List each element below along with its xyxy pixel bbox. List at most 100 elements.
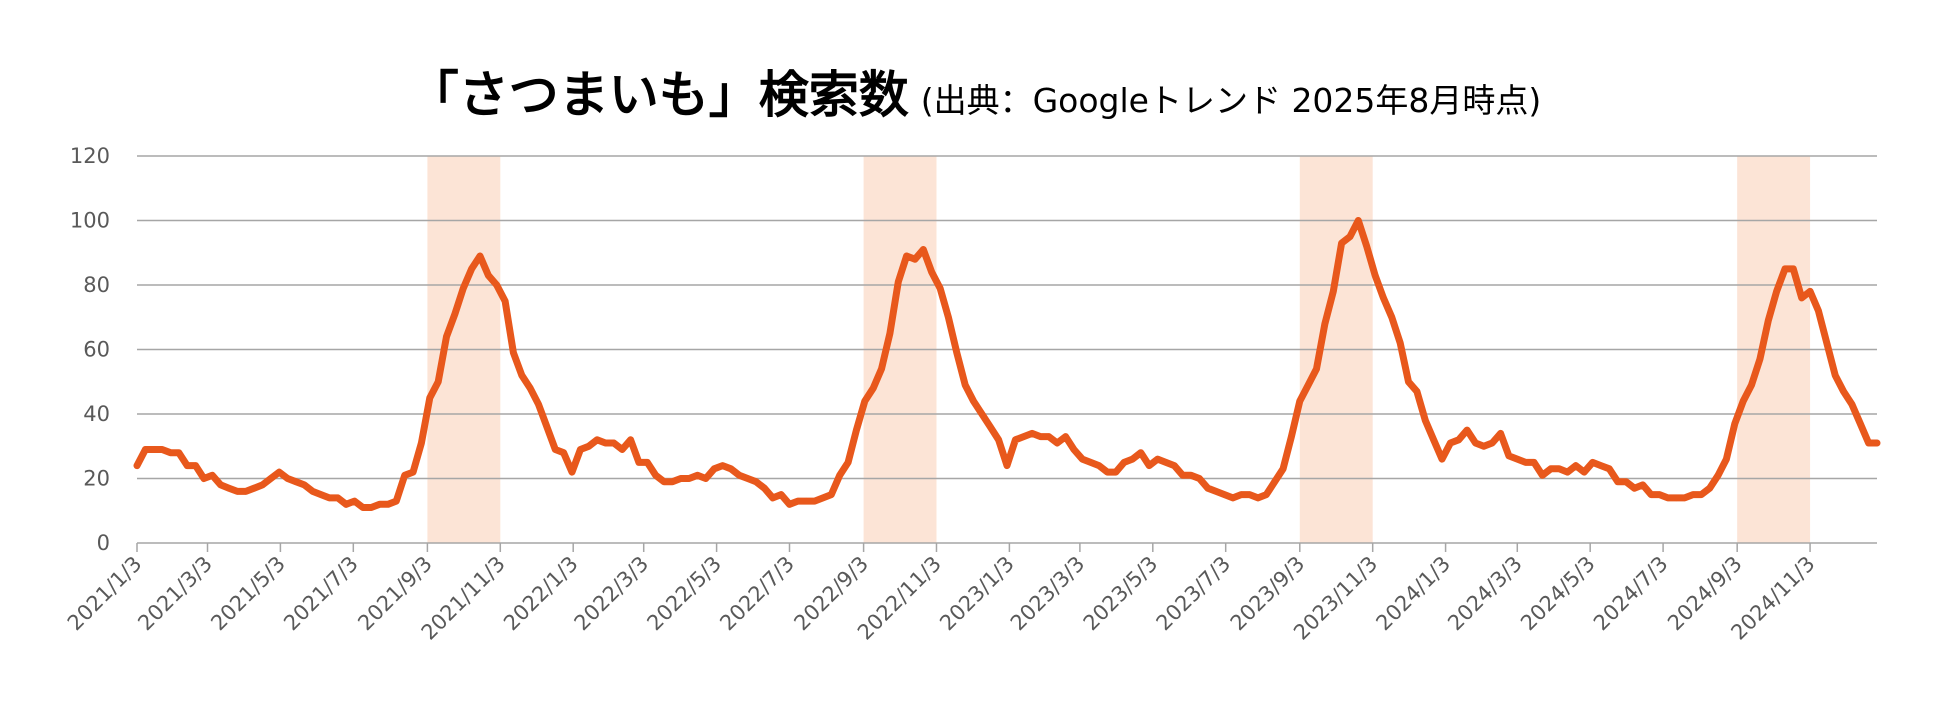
data-point xyxy=(1614,478,1621,485)
data-point xyxy=(351,497,358,505)
data-point xyxy=(1062,433,1069,440)
data-point xyxy=(1330,288,1337,295)
data-point xyxy=(1388,314,1396,321)
data-point xyxy=(886,330,894,337)
data-point xyxy=(1045,433,1053,440)
data-point xyxy=(1673,494,1680,502)
data-point xyxy=(811,497,818,505)
data-point xyxy=(987,423,994,431)
data-point xyxy=(1187,472,1195,479)
data-point xyxy=(1405,378,1412,385)
data-point xyxy=(1756,356,1764,363)
data-point xyxy=(744,475,751,482)
data-point xyxy=(936,285,944,292)
data-point xyxy=(1179,472,1186,479)
data-point xyxy=(627,436,634,443)
data-point xyxy=(1622,478,1630,485)
x-tick-label: 2024/1/3 xyxy=(1371,552,1455,636)
data-point xyxy=(1221,491,1228,498)
data-point xyxy=(1589,459,1596,466)
chart-title-row: 「さつまいも」検索数 (出典：Googleトレンド 2025年8月時点) xyxy=(0,55,1950,127)
data-point xyxy=(970,397,977,405)
data-point xyxy=(1095,462,1103,469)
y-axis-ticks: 0 20 40 60 80 100 120 xyxy=(70,144,110,555)
data-point xyxy=(409,468,417,476)
data-point xyxy=(242,488,249,495)
data-point xyxy=(953,349,960,356)
data-point xyxy=(292,478,300,485)
x-tick-label: 2022/1/3 xyxy=(499,552,583,636)
data-point xyxy=(552,446,559,453)
data-point xyxy=(460,285,467,292)
data-point xyxy=(1363,243,1370,250)
data-point xyxy=(1848,401,1856,408)
data-point xyxy=(635,459,643,466)
y-tick-label: 120 xyxy=(70,144,110,168)
data-point xyxy=(1028,430,1036,437)
data-point xyxy=(1572,462,1580,469)
data-point xyxy=(1840,388,1847,395)
data-point xyxy=(719,462,726,469)
data-point xyxy=(359,504,367,511)
data-point xyxy=(1790,265,1797,273)
data-point xyxy=(1438,455,1446,463)
data-point xyxy=(870,385,877,392)
x-tick-label: 2023/3/3 xyxy=(1006,552,1090,636)
data-point xyxy=(1723,455,1730,463)
y-tick-label: 80 xyxy=(83,273,110,297)
data-point xyxy=(1832,372,1839,379)
data-point xyxy=(284,475,291,482)
data-point xyxy=(761,485,768,492)
data-point xyxy=(1539,472,1546,479)
data-point xyxy=(1321,320,1329,327)
data-point xyxy=(234,488,241,495)
data-point xyxy=(309,488,316,495)
x-tick-label: 2022/5/3 xyxy=(642,552,726,636)
data-point xyxy=(1597,462,1605,469)
data-point xyxy=(493,281,500,289)
data-point xyxy=(334,494,341,502)
data-point xyxy=(326,494,333,502)
data-point xyxy=(1497,430,1504,437)
data-point xyxy=(911,256,919,263)
data-point xyxy=(1104,468,1111,476)
data-point xyxy=(1514,455,1521,463)
data-point xyxy=(568,468,576,476)
data-point xyxy=(301,481,308,489)
y-tick-label: 20 xyxy=(83,467,110,491)
data-point xyxy=(426,394,433,402)
data-point xyxy=(1338,239,1345,247)
data-point xyxy=(1037,433,1044,440)
data-point xyxy=(1480,443,1488,450)
data-point xyxy=(133,462,141,469)
data-point xyxy=(1204,485,1212,492)
x-tick-label: 2024/3/3 xyxy=(1443,552,1527,636)
data-point xyxy=(142,446,149,453)
gridlines xyxy=(137,155,1877,480)
data-point xyxy=(669,478,676,485)
data-point xyxy=(577,446,584,453)
series-group xyxy=(133,217,1881,511)
data-point xyxy=(1706,485,1713,492)
y-tick-label: 0 xyxy=(97,531,110,555)
data-point xyxy=(861,397,868,405)
data-point xyxy=(560,449,567,456)
data-point xyxy=(702,475,709,482)
data-point xyxy=(225,485,233,492)
data-point xyxy=(1773,288,1780,295)
data-point xyxy=(1639,481,1647,489)
data-point xyxy=(1681,494,1688,502)
data-point xyxy=(962,381,969,389)
data-point xyxy=(1857,420,1864,427)
data-point xyxy=(1254,494,1262,502)
data-point xyxy=(803,497,810,505)
data-point xyxy=(1397,339,1404,347)
data-point xyxy=(828,491,835,498)
data-point xyxy=(685,475,693,482)
data-point xyxy=(200,475,208,482)
data-point xyxy=(1070,446,1078,453)
data-point xyxy=(610,439,617,447)
data-point xyxy=(1238,491,1245,498)
data-point xyxy=(276,468,283,476)
data-point xyxy=(978,410,986,418)
